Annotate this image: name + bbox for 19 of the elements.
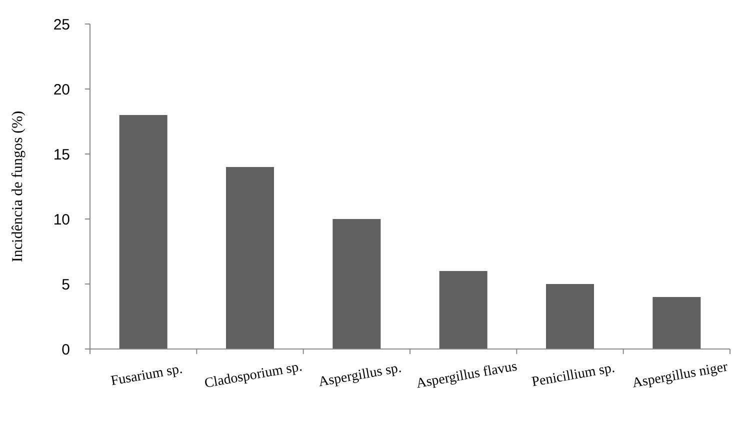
x-tick-label: Aspergillus sp.: [318, 360, 403, 390]
y-tick-label: 0: [62, 341, 70, 358]
y-axis-title: Incidência de fungos (%): [10, 110, 26, 262]
bar: [546, 284, 594, 349]
y-tick-label: 10: [53, 211, 70, 228]
x-tick-label: Aspergillus niger: [631, 360, 730, 392]
x-tick-label: Fusarium sp.: [110, 362, 184, 390]
y-tick-label: 20: [53, 81, 70, 98]
x-tick-label: Cladosporium sp.: [203, 360, 304, 392]
y-tick-label: 25: [53, 16, 70, 34]
bar: [652, 297, 701, 349]
bar: [119, 115, 168, 349]
y-tick-label: 5: [62, 276, 70, 294]
y-tick-label: 15: [53, 146, 70, 164]
bar: [226, 167, 274, 349]
bar: [332, 219, 381, 349]
bar: [439, 271, 488, 349]
x-tick-label: Penicillium sp.: [530, 360, 616, 390]
x-tick-label: Aspergillus flavus: [415, 359, 518, 392]
